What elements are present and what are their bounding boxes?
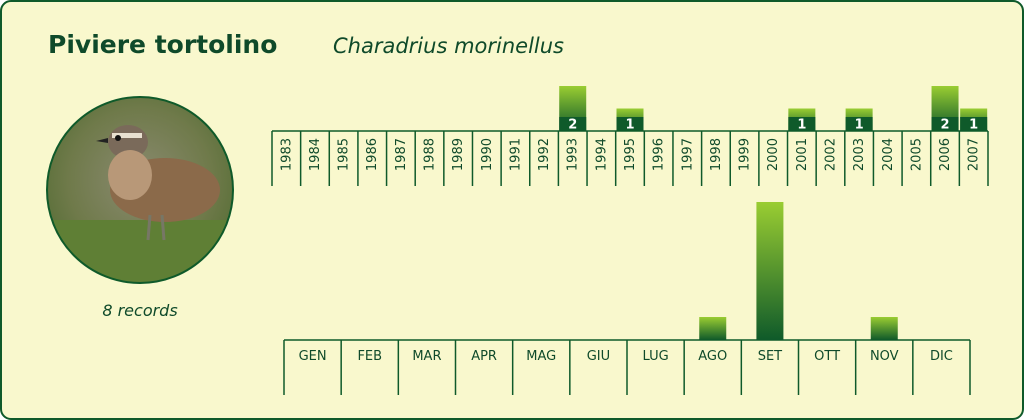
category-label: 1986 (365, 138, 380, 171)
category-label: LUG (642, 349, 668, 364)
value-label-bg (788, 117, 816, 131)
category-label: MAR (412, 349, 441, 364)
species-name: Piviere tortolino (48, 30, 277, 59)
category-label: 2001 (795, 138, 810, 171)
category-label: 2006 (938, 138, 953, 171)
category-label: 2005 (909, 138, 924, 171)
category-label: 1999 (738, 138, 753, 171)
category-label: 1987 (394, 138, 409, 171)
scientific-name: Charadrius morinellus (333, 34, 564, 58)
value-label: 1 (969, 118, 978, 133)
category-label: 1997 (680, 138, 695, 171)
category-label: 2002 (823, 138, 838, 171)
category-label: 2004 (881, 138, 896, 171)
value-label: 1 (625, 118, 634, 133)
category-label: GEN (299, 349, 327, 364)
bird-photo (47, 97, 233, 283)
category-label: 2007 (967, 138, 982, 171)
category-label: MAG (526, 349, 556, 364)
category-label: 1989 (451, 138, 466, 171)
value-label-bg (960, 117, 988, 131)
value-label: 1 (797, 118, 806, 133)
category-label: NOV (870, 349, 899, 364)
category-label: APR (471, 349, 497, 364)
bar (870, 317, 898, 340)
value-label: 2 (568, 118, 577, 133)
category-label: 1985 (337, 138, 352, 171)
value-label-bg (931, 117, 959, 131)
category-label: 2000 (766, 138, 781, 171)
category-label: 1990 (480, 138, 495, 171)
category-label: 1995 (623, 138, 638, 171)
records-count: 8 records (102, 301, 177, 320)
category-label: 1994 (594, 138, 609, 171)
category-label: 1988 (423, 138, 438, 171)
value-label-bg (845, 117, 873, 131)
value-label-bg (616, 117, 644, 131)
category-label: 1983 (279, 138, 294, 171)
category-label: SET (758, 349, 782, 364)
category-label: AGO (698, 349, 727, 364)
category-label: 1998 (709, 138, 724, 171)
bar (699, 317, 727, 340)
photo-frame (46, 96, 234, 284)
category-label: 1984 (308, 138, 323, 171)
category-label: 1993 (566, 138, 581, 171)
category-label: 2003 (852, 138, 867, 171)
value-label-bg (559, 117, 587, 131)
value-label: 2 (941, 118, 950, 133)
category-label: 1996 (652, 138, 667, 171)
category-label: 1992 (537, 138, 552, 171)
category-label: 1991 (508, 138, 523, 171)
bar (756, 202, 784, 340)
value-label: 1 (855, 118, 864, 133)
category-label: GIU (587, 349, 610, 364)
category-label: FEB (357, 349, 382, 364)
category-label: DIC (930, 349, 953, 364)
category-label: OTT (814, 349, 840, 364)
